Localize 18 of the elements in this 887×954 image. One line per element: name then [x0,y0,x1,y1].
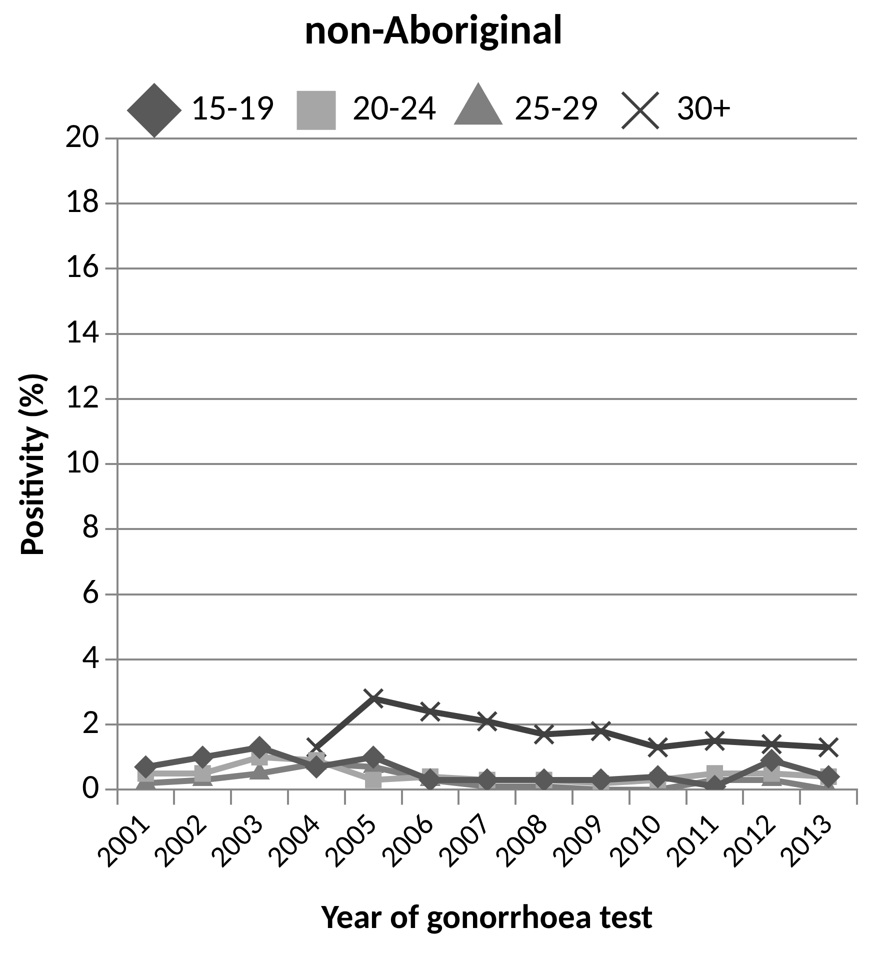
y-tick-label: 10 [64,442,100,483]
y-tick-label: 2 [82,702,100,744]
y-tick-label: 16 [64,246,100,288]
x-axis-title: Year of gonorrhoea test [320,897,654,938]
y-tick-label: 14 [64,311,100,352]
y-tick-label: 4 [82,636,100,678]
y-tick-label: 6 [82,572,100,613]
y-tick-label: 18 [64,181,100,222]
y-tick-label: 12 [64,376,100,418]
legend-label: 15-19 [190,85,274,130]
y-tick-label: 0 [82,767,100,808]
legend-label: 30+ [676,85,731,130]
y-tick-label: 8 [82,506,100,548]
legend-label: 25-29 [514,85,598,130]
chart-title: non-Aboriginal [304,4,563,56]
y-tick-label: 20 [64,116,100,157]
y-axis-title: Positivity (%) [12,372,53,556]
legend-label: 20-24 [352,85,436,130]
